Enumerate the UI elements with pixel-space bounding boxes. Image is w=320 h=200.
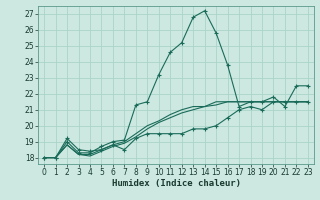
X-axis label: Humidex (Indice chaleur): Humidex (Indice chaleur) — [111, 179, 241, 188]
